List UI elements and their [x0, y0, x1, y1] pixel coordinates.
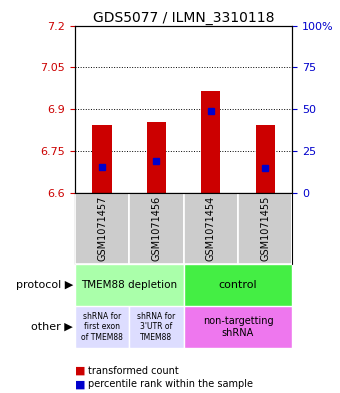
Title: GDS5077 / ILMN_3310118: GDS5077 / ILMN_3310118	[93, 11, 274, 24]
Text: shRNA for
first exon
of TMEM88: shRNA for first exon of TMEM88	[81, 312, 123, 342]
Text: TMEM88 depletion: TMEM88 depletion	[81, 280, 177, 290]
Text: GSM1071455: GSM1071455	[260, 196, 270, 261]
Bar	[75, 306, 129, 348]
Bar	[184, 264, 292, 306]
Bar	[238, 193, 292, 264]
Text: percentile rank within the sample: percentile rank within the sample	[88, 379, 253, 389]
Text: transformed count: transformed count	[88, 365, 179, 376]
Bar	[75, 193, 129, 264]
Text: GSM1071456: GSM1071456	[151, 196, 162, 261]
Text: control: control	[219, 280, 257, 290]
Text: GSM1071457: GSM1071457	[97, 196, 107, 261]
Text: ■: ■	[75, 365, 85, 376]
Bar	[256, 125, 275, 193]
Bar	[129, 193, 184, 264]
Text: non-targetting
shRNA: non-targetting shRNA	[203, 316, 273, 338]
Text: other ▶: other ▶	[31, 322, 73, 332]
Text: ■: ■	[75, 379, 85, 389]
Bar	[201, 91, 220, 193]
Bar	[184, 193, 238, 264]
Text: GSM1071454: GSM1071454	[206, 196, 216, 261]
Bar	[147, 122, 166, 193]
Text: shRNA for
3'UTR of
TMEM88: shRNA for 3'UTR of TMEM88	[137, 312, 175, 342]
Bar	[75, 264, 184, 306]
Text: protocol ▶: protocol ▶	[16, 280, 73, 290]
Bar	[92, 125, 112, 193]
Bar	[184, 306, 292, 348]
Bar	[129, 306, 184, 348]
